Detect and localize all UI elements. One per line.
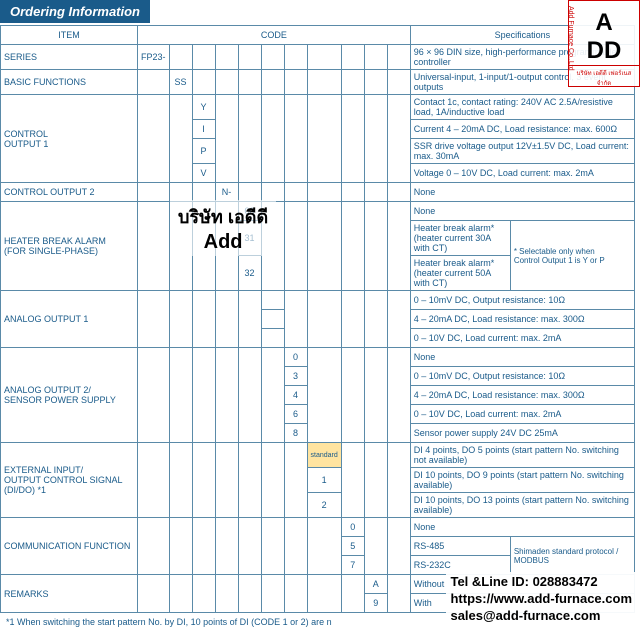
ctrl1-spec-3: Voltage 0 – 10V DC, Load current: max. 2… (410, 164, 634, 183)
ctrl1-spec-1: Current 4 – 20mA DC, Load resistance: ma… (410, 120, 634, 139)
heater-spec-2: Heater break alarm* (heater current 50A … (410, 256, 510, 291)
ctrl2-label: CONTROL OUTPUT 2 (1, 183, 138, 202)
series-label: SERIES (1, 45, 138, 70)
watermark-side: Add Furnace Co.,Ltd (567, 6, 574, 71)
extio-spec-2: DI 10 points, DO 13 points (start patter… (410, 493, 634, 518)
analog1-code-0 (261, 291, 284, 310)
analog2-spec-2: 4 – 20mA DC, Load resistance: max. 300Ω (410, 386, 634, 405)
watermark-bot: บริษัท เอดีดี เฟอร์เนส จำกัด (569, 65, 639, 88)
series-code: FP23- (138, 45, 170, 70)
contact-email: sales@add-furnace.com (450, 608, 632, 625)
ctrl1-spec-0: Contact 1c, contact rating: 240V AC 2.5A… (410, 95, 634, 120)
contact-tel: Tel &Line ID: 028883472 (450, 574, 632, 591)
extio-code-2: 2 (307, 493, 341, 518)
remarks-label: REMARKS (1, 575, 138, 613)
analog2-code-3: 6 (284, 405, 307, 424)
basic-code: SS (169, 70, 192, 95)
comm-spec-1: RS-485 (410, 537, 510, 556)
center-watermark: บริษัท เอดีดี Add (170, 200, 276, 256)
analog1-label: ANALOG OUTPUT 1 (1, 291, 138, 348)
overlay-add: Add (178, 231, 268, 254)
extio-label: EXTERNAL INPUT/ OUTPUT CONTROL SIGNAL (D… (1, 443, 138, 518)
heater-spec-0: None (410, 202, 634, 221)
extio-code-1: 1 (307, 468, 341, 493)
ctrl2-code: N- (215, 183, 238, 202)
section-title: Ordering Information (0, 0, 150, 23)
extio-spec-1: DI 10 points, DO 9 points (start pattern… (410, 468, 634, 493)
watermark-logo: Add Furnace Co.,Ltd A DD บริษัท เอดีดี เ… (568, 0, 640, 87)
comm-code-2: 7 (341, 556, 364, 575)
analog2-code-4: 8 (284, 424, 307, 443)
ctrl1-code-2: P (192, 139, 215, 164)
extio-code-0: standard (307, 443, 341, 468)
ctrl1-code-3: V (192, 164, 215, 183)
basic-label: BASIC FUNCTIONS (1, 70, 138, 95)
comm-spec-0: None (410, 518, 634, 537)
ordering-table: ITEM CODE Specifications SERIES FP23- 96… (0, 25, 635, 613)
analog2-label: ANALOG OUTPUT 2/ SENSOR POWER SUPPLY (1, 348, 138, 443)
ctrl2-spec: None (410, 183, 634, 202)
analog1-spec-2: 0 – 10V DC, Load current: max. 2mA (410, 329, 634, 348)
extio-spec-0: DI 4 points, DO 5 points (start pattern … (410, 443, 634, 468)
comm-code-0: 0 (341, 518, 364, 537)
heater-label: HEATER BREAK ALARM (FOR SINGLE-PHASE) (1, 202, 138, 291)
analog2-code-1: 3 (284, 367, 307, 386)
heater-code-2: 32 (238, 256, 261, 291)
contact-info: Tel &Line ID: 028883472 https://www.add-… (446, 572, 636, 627)
contact-url: https://www.add-furnace.com (450, 591, 632, 608)
analog2-spec-3: 0 – 10V DC, Load current: max. 2mA (410, 405, 634, 424)
ctrl1-label: CONTROL OUTPUT 1 (1, 95, 138, 183)
watermark-big: A DD (569, 9, 639, 65)
analog2-spec-4: Sensor power supply 24V DC 25mA (410, 424, 634, 443)
ctrl1-code-1: I (192, 120, 215, 139)
analog1-code-1 (261, 310, 284, 329)
analog2-spec-0: None (410, 348, 634, 367)
analog2-code-0: 0 (284, 348, 307, 367)
comm-note: Shimaden standard protocol / MODBUS (510, 537, 634, 575)
remarks-code-1: 9 (364, 594, 387, 613)
analog2-spec-1: 0 – 10mV DC, Output resistance: 10Ω (410, 367, 634, 386)
ctrl1-code-0: Y (192, 95, 215, 120)
remarks-code-0: A (364, 575, 387, 594)
hdr-code: CODE (138, 26, 411, 45)
comm-code-1: 5 (341, 537, 364, 556)
comm-label: COMMUNICATION FUNCTION (1, 518, 138, 575)
overlay-thai: บริษัท เอดีดี (178, 202, 268, 231)
analog1-spec-0: 0 – 10mV DC, Output resistance: 10Ω (410, 291, 634, 310)
heater-spec-1: Heater break alarm* (heater current 30A … (410, 221, 510, 256)
ctrl1-spec-2: SSR drive voltage output 12V±1.5V DC, Lo… (410, 139, 634, 164)
analog2-code-2: 4 (284, 386, 307, 405)
analog1-spec-1: 4 – 20mA DC, Load resistance: max. 300Ω (410, 310, 634, 329)
hdr-item: ITEM (1, 26, 138, 45)
analog1-code-2 (261, 329, 284, 348)
heater-note: * Selectable only when Control Output 1 … (510, 221, 634, 291)
